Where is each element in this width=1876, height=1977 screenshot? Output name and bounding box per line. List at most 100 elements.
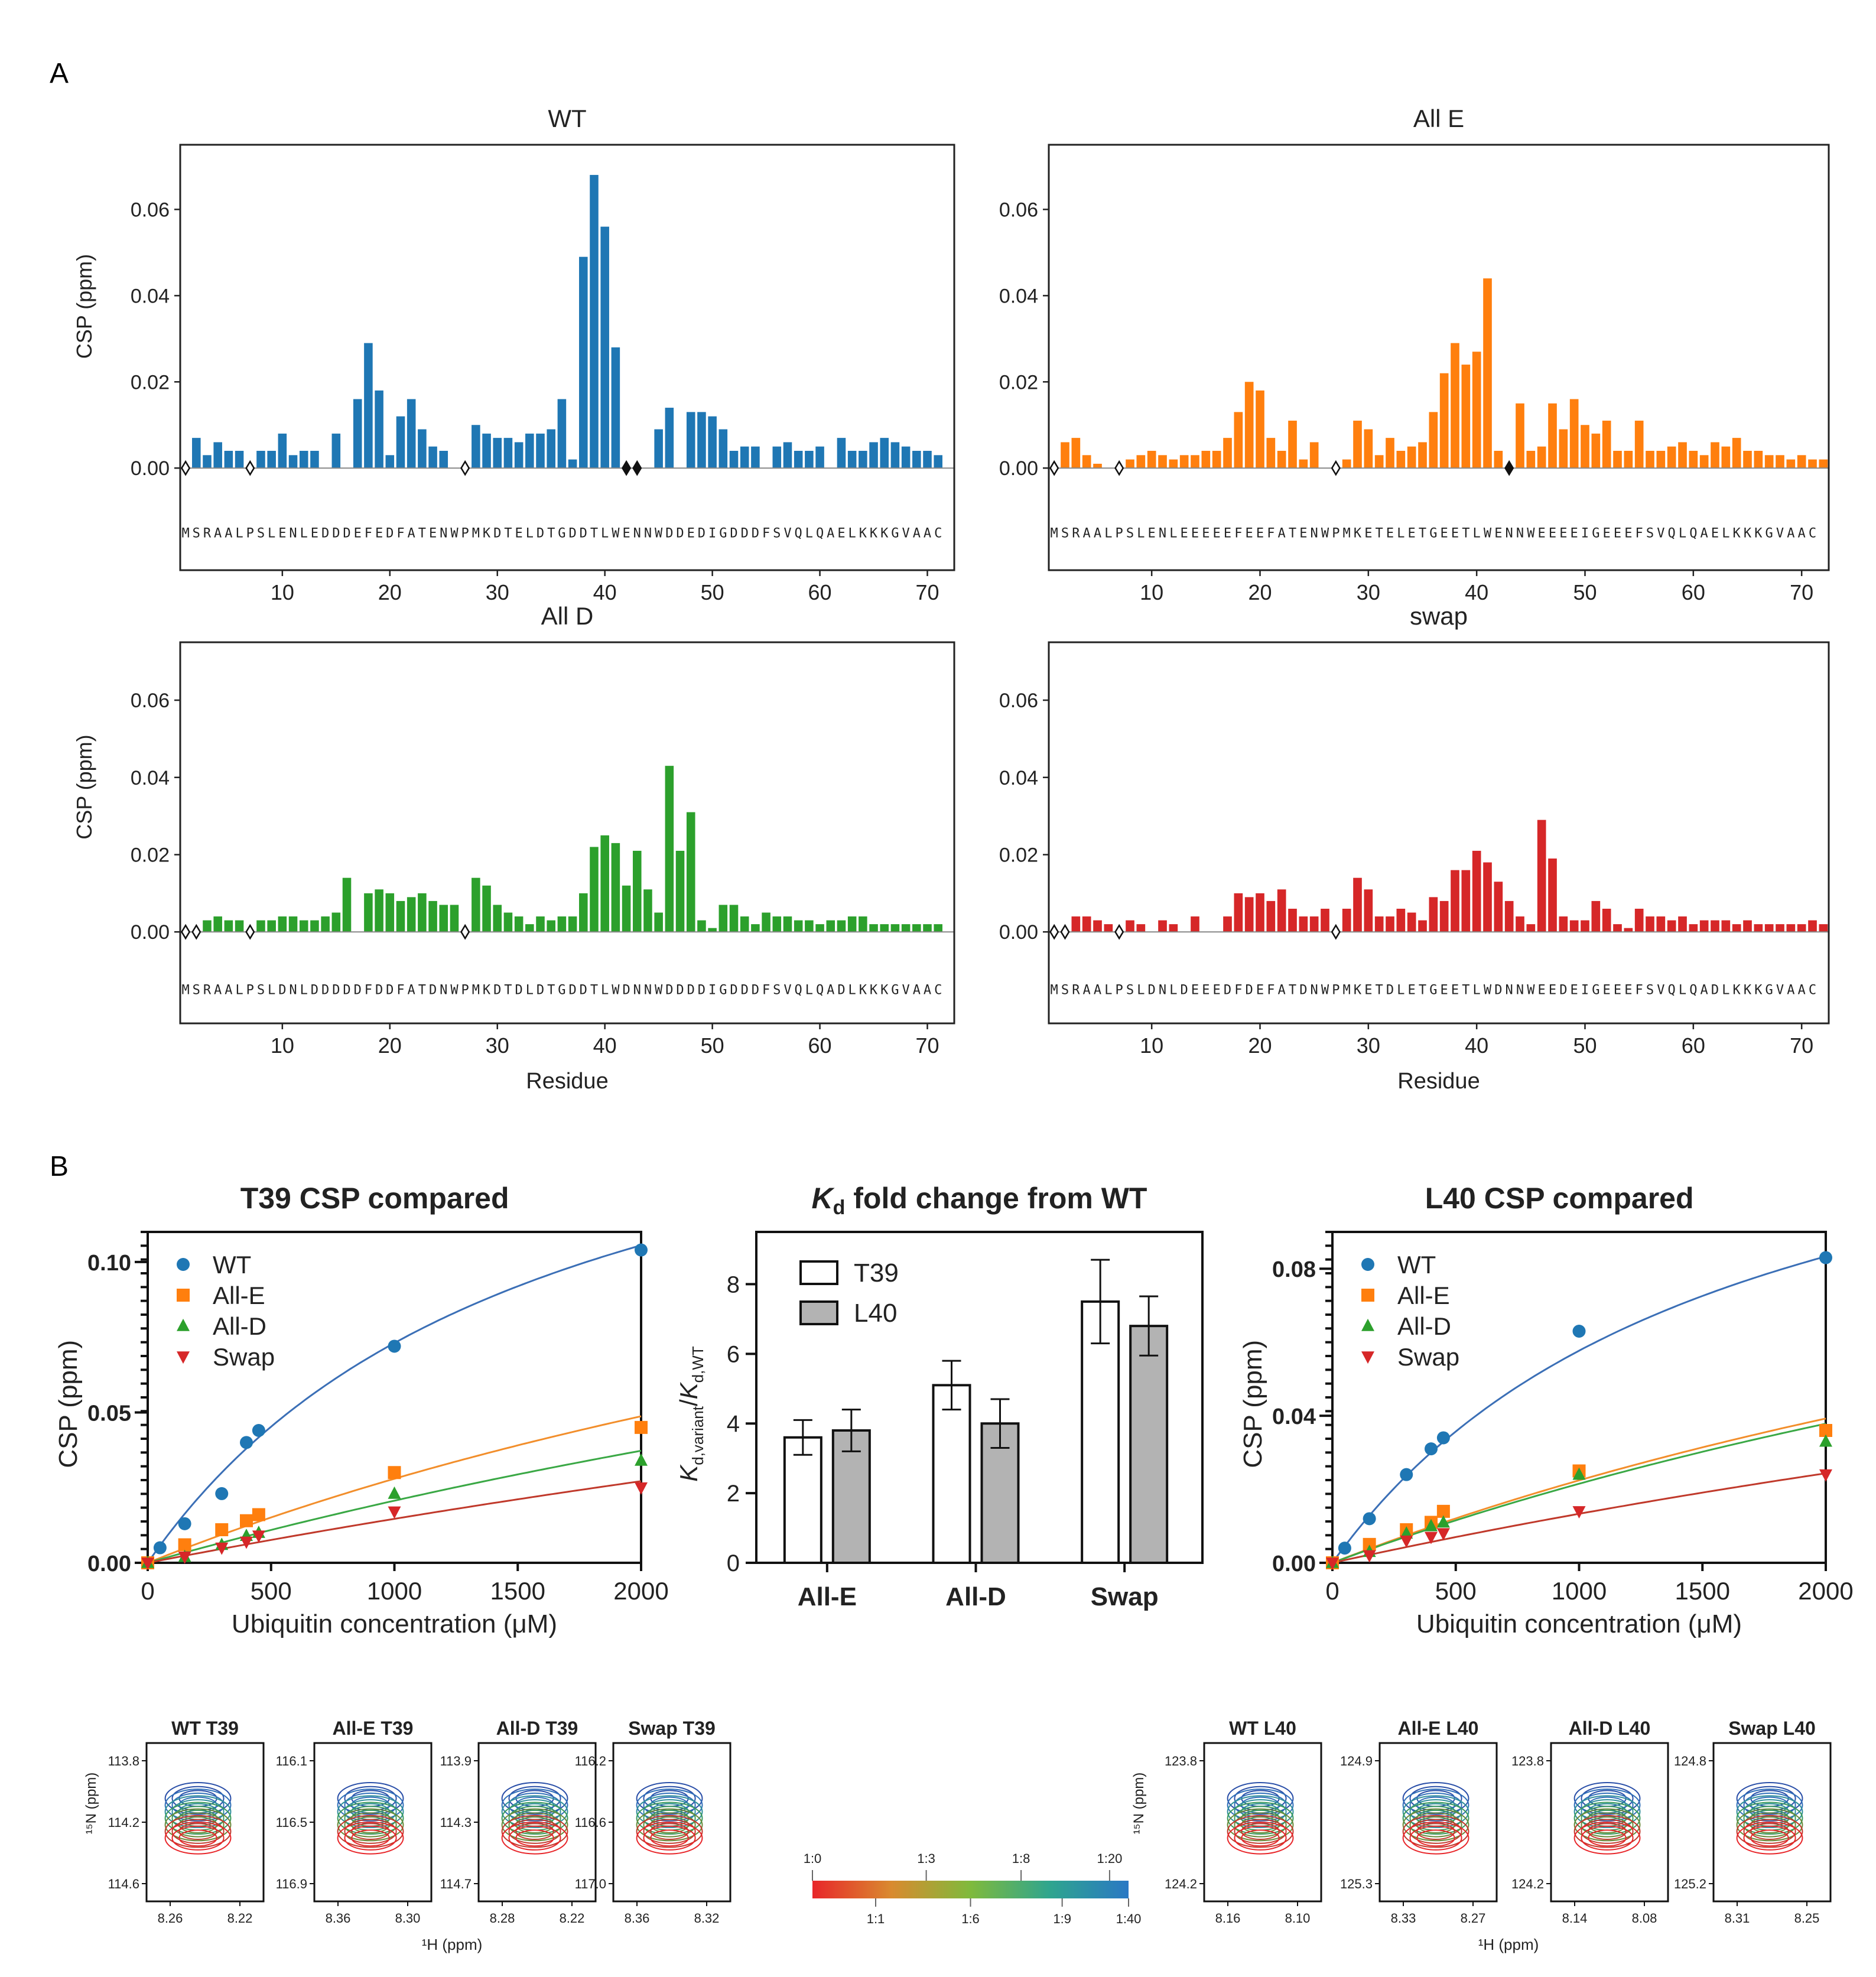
csp-bar bbox=[869, 924, 878, 932]
contour bbox=[501, 1808, 568, 1842]
sequence-letter: E bbox=[1213, 983, 1221, 997]
sequence-letter: E bbox=[1441, 526, 1448, 541]
sequence-letter: T bbox=[1376, 526, 1383, 541]
csp-bar bbox=[288, 916, 298, 932]
contour bbox=[337, 1822, 404, 1855]
csp-bar bbox=[1472, 850, 1481, 932]
csp-bar bbox=[643, 889, 652, 932]
spectrum-3: Swap T39 116.2 116.6 117.0 8.36 8.32 bbox=[575, 1718, 731, 1926]
csp-bar bbox=[525, 924, 534, 932]
sequence-letter: F bbox=[762, 526, 770, 541]
sequence-letter: D bbox=[1494, 983, 1502, 997]
csp-bar bbox=[1569, 920, 1579, 932]
sequence-letter: P bbox=[1332, 983, 1339, 997]
sequence-letter: L bbox=[1104, 983, 1112, 997]
sequence-letter: K bbox=[870, 526, 878, 541]
csp-bar bbox=[1082, 455, 1091, 469]
contour bbox=[164, 1815, 232, 1848]
contour bbox=[1227, 1802, 1294, 1835]
n15-axis-label: ¹⁵N (ppm) bbox=[83, 1773, 99, 1835]
y-tick-label: 8 bbox=[727, 1272, 740, 1298]
sequence-letter: S bbox=[1126, 983, 1134, 997]
sequence-letter: A bbox=[1094, 983, 1101, 997]
sequence-letter: Q bbox=[816, 983, 824, 997]
csp-bar bbox=[321, 916, 330, 932]
nmr-spectra: WT T39 113.8 114.2 114.6 8.26 8.22 All-E T39 11… bbox=[83, 1718, 1832, 1953]
sequence-letter: D bbox=[1386, 983, 1394, 997]
sequence-letter: T bbox=[1419, 983, 1426, 997]
sequence-letter: C bbox=[1809, 526, 1816, 541]
x-tick-label: 500 bbox=[1435, 1577, 1477, 1605]
sequence-letter: A bbox=[1787, 526, 1794, 541]
contour bbox=[1227, 1822, 1294, 1855]
data-point bbox=[1400, 1468, 1413, 1481]
csp-bar bbox=[1288, 908, 1297, 932]
csp-bar bbox=[213, 916, 222, 932]
sequence-letter: E bbox=[687, 526, 695, 541]
fit-curve-wt bbox=[1331, 1256, 1826, 1563]
t39-titration-chart: T39 CSP compared 0.00 0.05 0.10 0 500 1000 1500… bbox=[54, 1182, 669, 1638]
csp-bar bbox=[396, 416, 405, 469]
contour bbox=[643, 1812, 696, 1838]
kd-fold-change-chart: Kd fold change from WT02468Kd,variant/Kd… bbox=[675, 1182, 1204, 1611]
contour bbox=[636, 1808, 703, 1842]
csp-bar bbox=[729, 905, 739, 932]
sequence-letter: S bbox=[773, 983, 781, 997]
sequence-letter: W bbox=[1527, 983, 1535, 997]
sequence-letter: D bbox=[730, 983, 737, 997]
csp-bar bbox=[396, 900, 405, 932]
sequence-letter: D bbox=[375, 983, 383, 997]
data-point bbox=[388, 1486, 401, 1499]
sequence-letter: E bbox=[311, 526, 318, 541]
csp-bar bbox=[1602, 908, 1611, 932]
csp-bar bbox=[1581, 425, 1589, 469]
sequence-letter: L bbox=[1397, 526, 1404, 541]
x-tick-label: 500 bbox=[251, 1577, 292, 1605]
data-point bbox=[1425, 1518, 1438, 1531]
x-tick-label: 10 bbox=[271, 580, 294, 604]
y-tick-label: 116.5 bbox=[276, 1815, 307, 1830]
data-point bbox=[635, 1482, 648, 1495]
csp-bar bbox=[847, 451, 857, 469]
y-tick-label: 0.02 bbox=[999, 371, 1038, 394]
csp-bar bbox=[1418, 920, 1427, 932]
csp-bar bbox=[450, 905, 459, 932]
missing-residue-marker bbox=[460, 460, 470, 476]
y-tick-label: 113.8 bbox=[108, 1754, 139, 1768]
y-tick-label: 4 bbox=[727, 1411, 740, 1437]
csp-bar bbox=[1591, 900, 1601, 932]
sequence-letter: R bbox=[1072, 983, 1080, 997]
csp-bar bbox=[1776, 455, 1784, 469]
sequence-letter: E bbox=[429, 526, 437, 541]
y-tick-label: 124.8 bbox=[1674, 1754, 1706, 1768]
legend-marker bbox=[177, 1351, 190, 1364]
sequence-letter: G bbox=[1766, 526, 1773, 541]
sequence-letter: P bbox=[461, 983, 469, 997]
csp-bar bbox=[847, 916, 857, 932]
csp-bar bbox=[1396, 451, 1406, 469]
spectrum-title: Swap T39 bbox=[628, 1718, 716, 1739]
sequence-letter: E bbox=[1614, 983, 1621, 997]
legend-label: All-E bbox=[1397, 1282, 1450, 1309]
y-tick-label: 0.06 bbox=[999, 690, 1038, 712]
csp-bar bbox=[428, 900, 437, 932]
x-tick-label: Swap bbox=[1091, 1582, 1159, 1611]
colorbar-top-label: 1:0 bbox=[804, 1851, 822, 1866]
contour bbox=[1573, 1782, 1641, 1815]
csp-bar bbox=[472, 425, 480, 469]
data-point bbox=[1425, 1442, 1438, 1456]
csp-bar bbox=[1104, 924, 1113, 932]
y-tick-label: 117.0 bbox=[575, 1877, 606, 1891]
sequence-letter: L bbox=[1104, 526, 1112, 541]
contour bbox=[1402, 1782, 1469, 1815]
y-tick-label: 0.00 bbox=[131, 457, 170, 480]
spectrum-7: Swap L40 124.8 125.2 8.31 8.25 bbox=[1674, 1718, 1832, 1926]
title-sub: d bbox=[833, 1196, 846, 1219]
sequence-letter: S bbox=[193, 983, 200, 997]
y-tick-label: 0.02 bbox=[131, 844, 170, 866]
data-point bbox=[1363, 1537, 1376, 1551]
contour bbox=[636, 1822, 703, 1855]
contour bbox=[1227, 1808, 1294, 1842]
sequence-letter: S bbox=[193, 526, 200, 541]
x-tick-label: All-E bbox=[798, 1582, 857, 1611]
